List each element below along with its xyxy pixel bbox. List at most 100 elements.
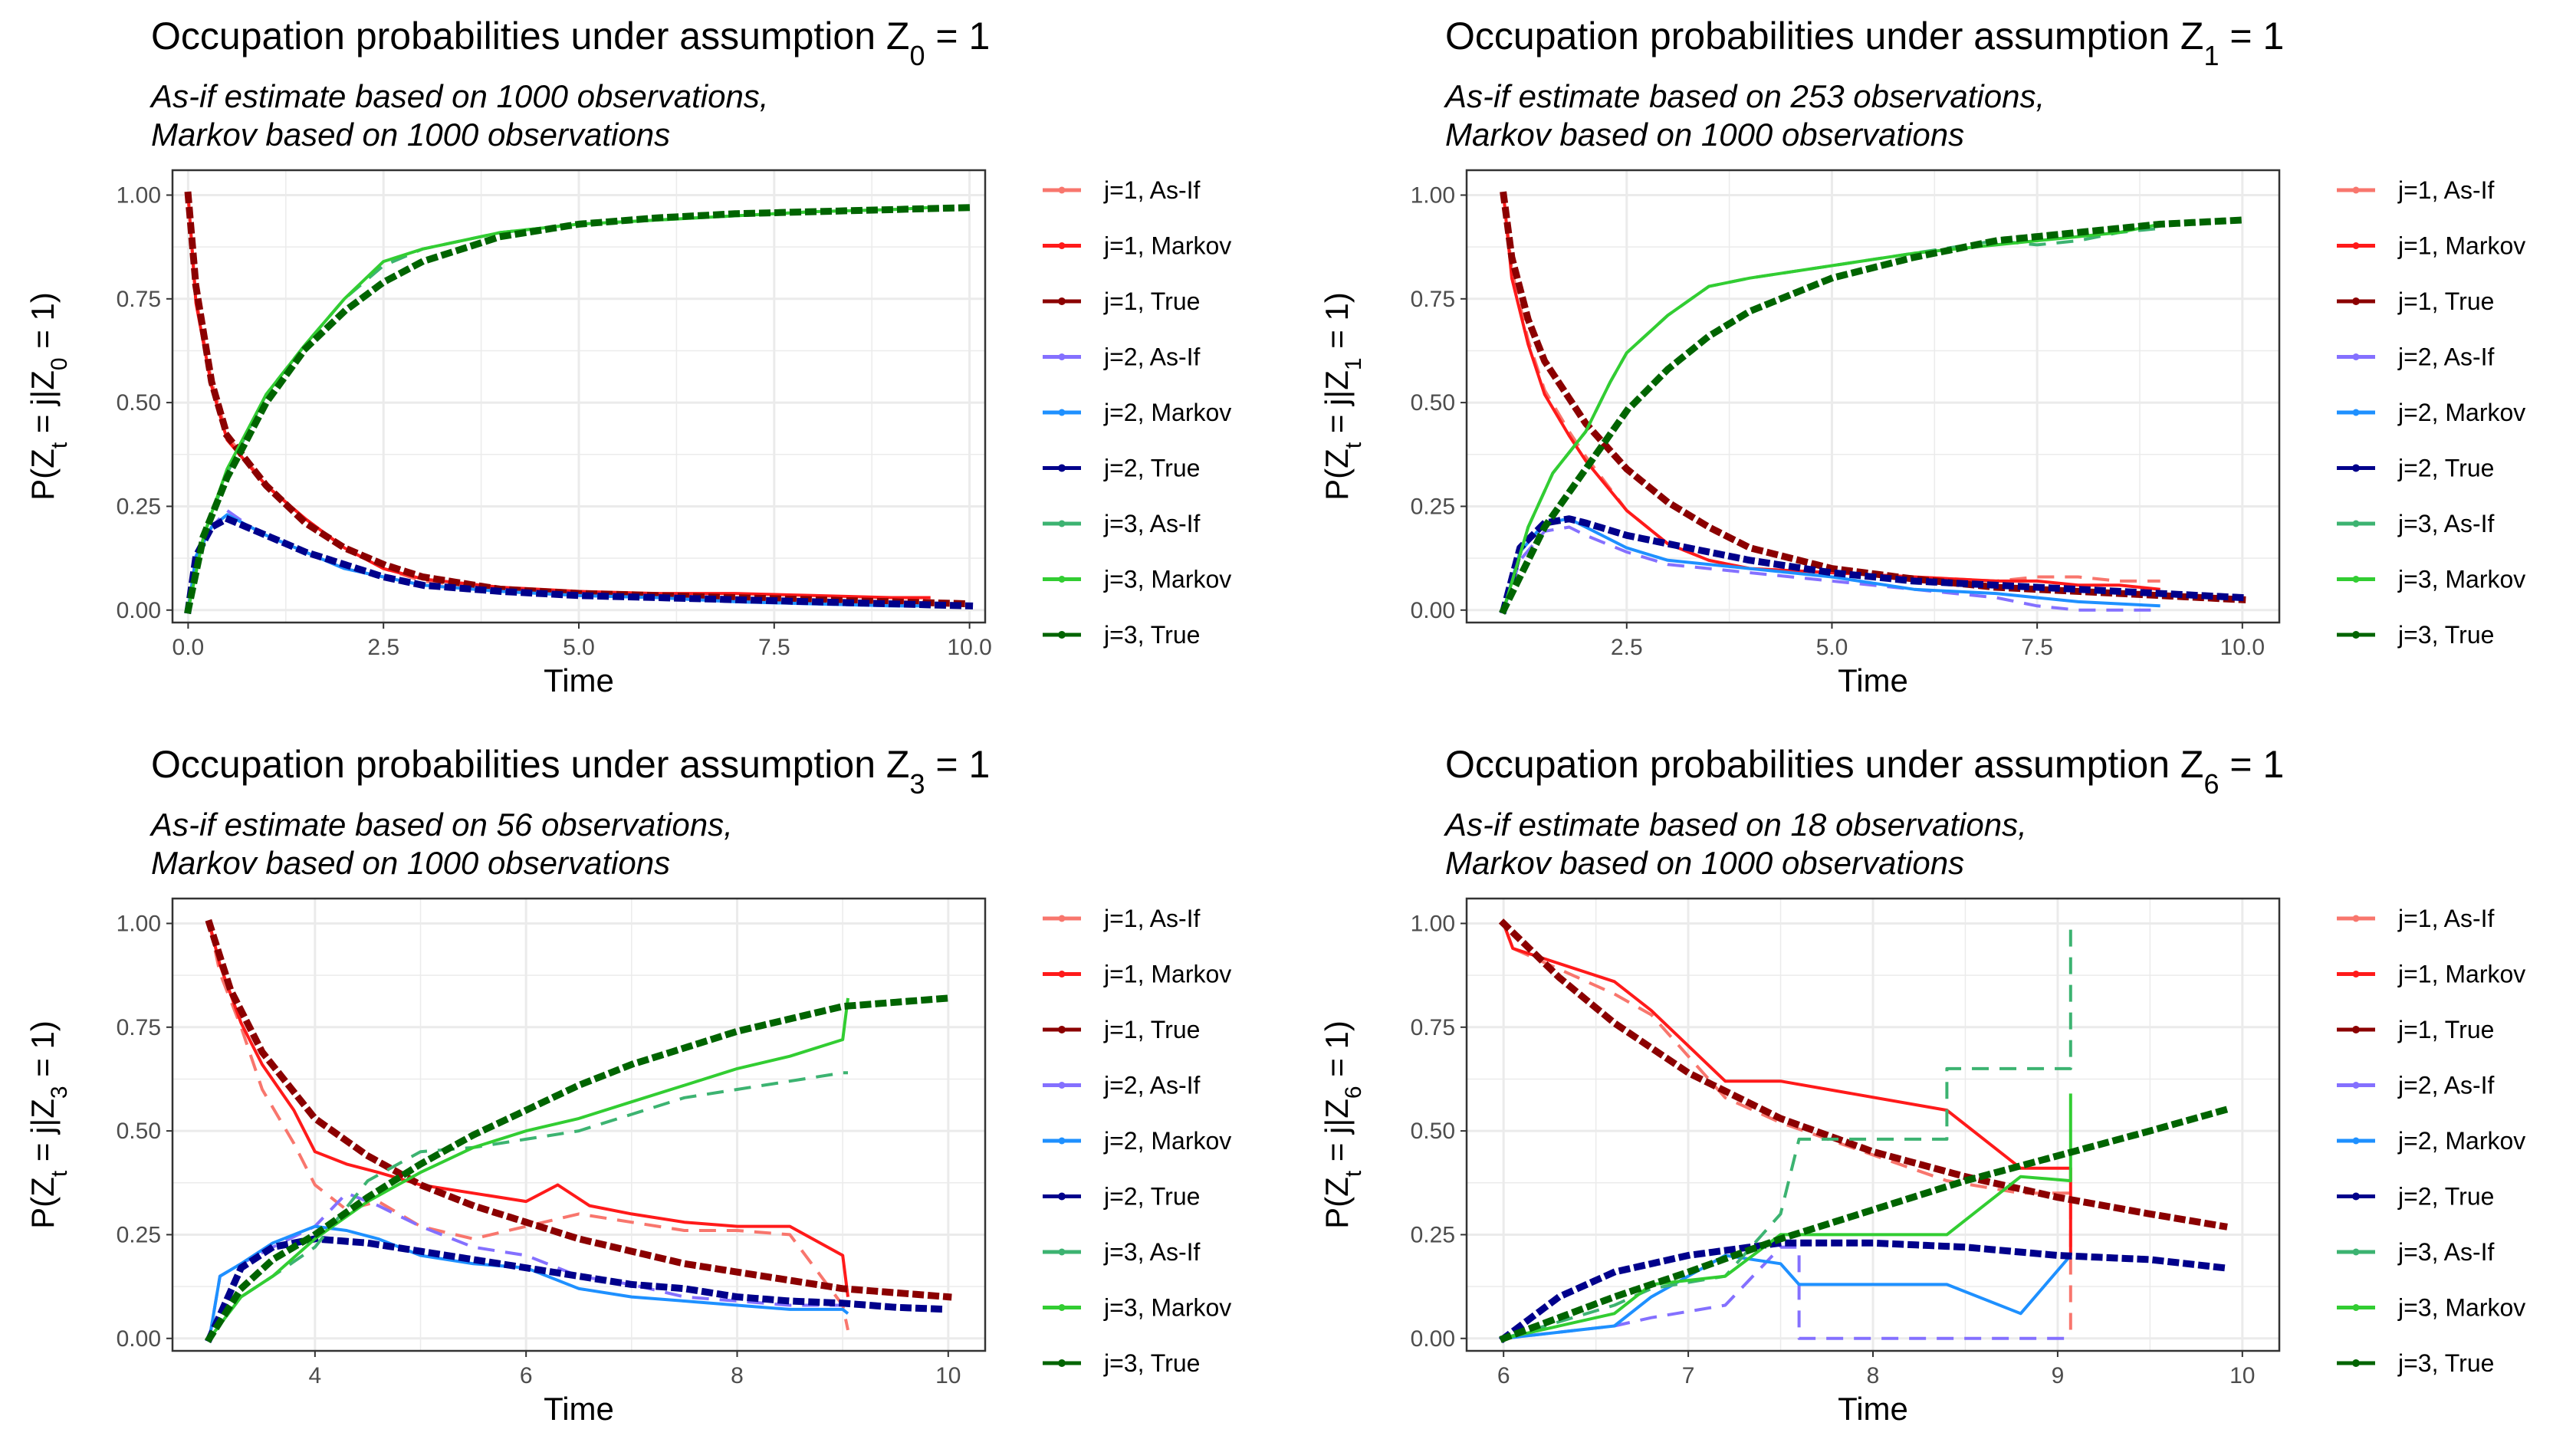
chart-subtitle-line-2: Markov based on 1000 observations	[1445, 117, 1964, 153]
series-line-j-2-markov	[1503, 1254, 2072, 1340]
legend-key-dot	[2352, 971, 2360, 978]
legend-key-dot	[2352, 1137, 2360, 1145]
series-line-j-1-markov	[1502, 922, 2072, 1256]
y-tick-label: 1.00	[117, 911, 161, 936]
legend-label: j=2, Markov	[1103, 1127, 1231, 1155]
plot-border	[171, 169, 987, 624]
x-tick-label: 10.0	[947, 635, 991, 660]
legend-label: j=1, Markov	[2397, 232, 2525, 260]
legend-label: j=3, Markov	[1103, 566, 1231, 593]
legend-key-dot	[1058, 1137, 1066, 1145]
y-tick-label: 0.75	[117, 1015, 161, 1040]
legend-label: j=2, Markov	[2397, 1127, 2525, 1155]
chart-title: Occupation probabilities under assumptio…	[1445, 15, 2284, 71]
series-line-j-1-markov	[1502, 195, 2160, 591]
y-axis-title-part: P(Z	[25, 1177, 61, 1229]
y-axis-title-part: = j|Z	[1319, 1099, 1355, 1171]
chart-subtitle-line-1-text: As-if estimate based on 56 observations,	[149, 807, 733, 843]
legend: j=1, As-If j=1, Markov j=1, True j=2, As-If…	[1043, 176, 1231, 649]
legend-label: j=1, As-If	[2397, 176, 2495, 204]
series-line-j-2-true	[184, 515, 974, 614]
legend-key-dot	[1058, 186, 1066, 194]
legend-key-dot	[2352, 409, 2360, 416]
chart-subtitle-line-2-text: Markov based on 1000 observations	[151, 845, 670, 881]
chart-title-suffix: = 1	[925, 743, 990, 786]
chart-title-subscript: 1	[2203, 40, 2219, 71]
y-tick-label: 0.00	[1411, 598, 1455, 623]
legend-key-dot	[2352, 1359, 2360, 1367]
series-group	[1498, 918, 2229, 1344]
chart-title-text: Occupation probabilities under assumptio…	[1445, 743, 2203, 786]
legend-key-dot	[1058, 631, 1066, 639]
x-tick-label: 10	[2229, 1363, 2255, 1388]
series-group	[184, 191, 974, 615]
y-tick-label: 0.75	[1411, 1015, 1455, 1040]
legend-key-dot	[1058, 520, 1066, 527]
plot-border	[1465, 169, 2281, 624]
y-tick-label: 0.25	[1411, 494, 1455, 519]
legend-key-dot	[2352, 464, 2360, 472]
legend-key-dot	[1058, 576, 1066, 583]
series-line-j-2-markov	[208, 1224, 849, 1339]
x-tick-label: 6	[1497, 1363, 1510, 1388]
y-axis-title-part: = 1)	[25, 1020, 61, 1086]
legend: j=1, As-If j=1, Markov j=1, True j=2, As-If…	[2337, 905, 2525, 1377]
legend-key-dot	[2352, 1026, 2360, 1033]
y-tick-label: 0.00	[117, 598, 161, 623]
legend-label: j=3, Markov	[2397, 566, 2525, 593]
legend-key-dot	[1058, 464, 1066, 472]
legend-label: j=3, True	[1103, 1349, 1200, 1377]
y-axis-title-subscript: 3	[47, 1086, 72, 1099]
series-line-j-3-true	[204, 994, 952, 1344]
series-line-j-2-as-if	[1503, 1245, 2071, 1340]
x-tick-label: 7.5	[2021, 635, 2053, 660]
y-tick-label: 0.50	[117, 390, 161, 416]
chart-title-text: Occupation probabilities under assumptio…	[151, 743, 909, 786]
series-line-j-3-true	[1499, 216, 2246, 615]
series-line-j-3-as-if	[1503, 923, 2072, 1340]
x-axis-title: Time	[544, 1391, 614, 1427]
chart-title-subscript: 0	[909, 40, 925, 71]
legend-label: j=3, Markov	[1103, 1294, 1231, 1322]
chart-title: Occupation probabilities under assumptio…	[1445, 743, 2284, 800]
legend-label: j=2, As-If	[1103, 1072, 1201, 1099]
chart-subtitle-line-2-text: Markov based on 1000 observations	[151, 117, 670, 153]
y-axis-title: P(Zt = j|Z3 = 1)	[25, 1020, 72, 1229]
chart-subtitle-line-1: As-if estimate based on 56 observations,	[149, 807, 733, 843]
series-line-j-3-markov	[1502, 222, 2161, 611]
legend-label: j=1, Markov	[1103, 232, 1231, 260]
chart-title-subscript: 6	[2203, 768, 2219, 800]
series-line-j-2-true	[1499, 515, 2246, 615]
legend-label: j=3, True	[2397, 1349, 2494, 1377]
x-tick-label: 10	[935, 1363, 961, 1388]
legend-key-dot	[1058, 915, 1066, 922]
plot-panel	[172, 899, 985, 1351]
legend-key-dot	[2352, 297, 2360, 305]
legend-label: j=3, As-If	[1103, 1238, 1201, 1266]
chart-subtitle-line-1: As-if estimate based on 18 observations,	[1443, 807, 2027, 843]
legend-key-dot	[1058, 971, 1066, 978]
series-line-j-1-markov	[208, 923, 849, 1297]
series-group	[204, 918, 952, 1344]
legend-label: j=1, As-If	[1103, 905, 1201, 932]
legend-key-dot	[2352, 1082, 2360, 1089]
series-line-j-1-true	[1498, 918, 2228, 1230]
chart-subtitle-line-2-text: Markov based on 1000 observations	[1445, 117, 1964, 153]
series-line-j-2-true	[1498, 1239, 2228, 1344]
x-tick-label: 5.0	[563, 635, 595, 660]
legend-key-dot	[2352, 1192, 2360, 1201]
x-tick-label: 6	[520, 1363, 533, 1388]
y-tick-label: 1.00	[1411, 911, 1455, 936]
x-tick-label: 2.5	[367, 635, 399, 660]
x-axis-title: Time	[1838, 662, 1908, 698]
legend: j=1, As-If j=1, Markov j=1, True j=2, As-If…	[1043, 905, 1231, 1377]
legend-label: j=1, As-If	[2397, 905, 2495, 932]
chart-subtitle-line-2: Markov based on 1000 observations	[151, 845, 670, 881]
y-axis-title-part: = 1)	[25, 292, 61, 357]
legend-label: j=1, True	[1103, 1016, 1200, 1043]
plot-panel	[1467, 170, 2279, 623]
chart-subtitle-line-2: Markov based on 1000 observations	[1445, 845, 1964, 881]
y-axis-title: P(Zt = j|Z0 = 1)	[25, 292, 72, 501]
legend-label: j=2, True	[2397, 1183, 2494, 1211]
y-axis-title-part: P(Z	[25, 449, 61, 501]
